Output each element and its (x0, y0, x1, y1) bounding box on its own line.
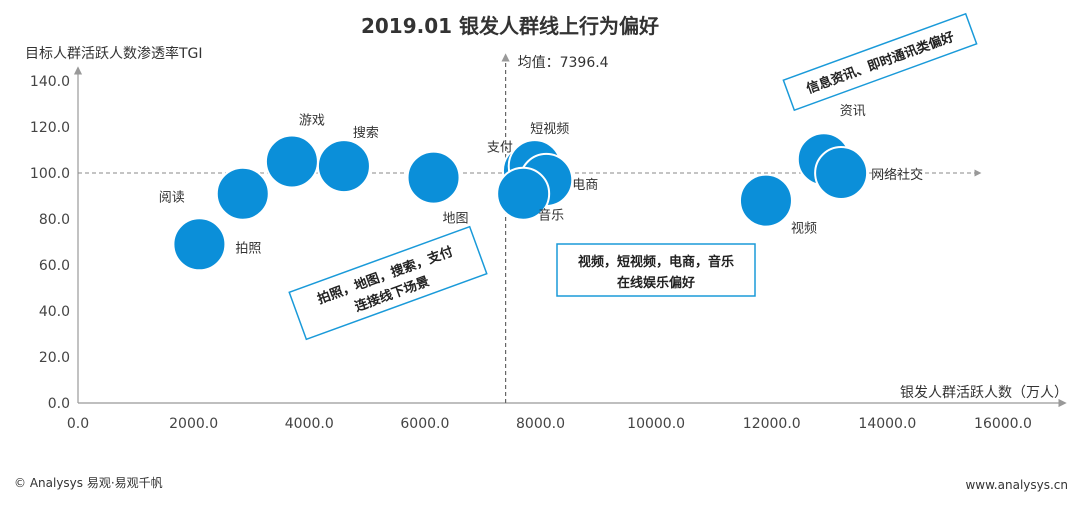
bubble-label: 资讯 (840, 104, 866, 119)
callout-entertainment-line1: 视频，短视频，电商，音乐 (578, 254, 734, 270)
bubble-point (316, 139, 371, 194)
mean-label: 均值：7396.4 (518, 55, 609, 71)
bubble-point (738, 173, 793, 228)
bubble-label: 短视频 (530, 122, 569, 137)
bubble-label: 网络社交 (871, 167, 923, 183)
bubble-label: 搜索 (353, 126, 379, 141)
bubble-label: 视频 (791, 222, 817, 237)
chart-title: 2019.01 银发人群线上行为偏好 (361, 14, 659, 38)
bubble-label: 游戏 (299, 114, 325, 129)
callout-offline: 拍照，地图，搜索，支付 连接线下场景 (288, 225, 488, 341)
x-tick-label: 0.0 (67, 416, 89, 432)
bubble-point (264, 134, 319, 189)
x-axis-label: 银发人群活跃人数（万人） (900, 385, 1068, 401)
callout-entertainment: 视频，短视频，电商，音乐 在线娱乐偏好 (556, 243, 756, 297)
footer-website: www.analysys.cn (965, 478, 1068, 492)
x-tick-label: 4000.0 (285, 416, 334, 432)
callout-entertainment-line2: 在线娱乐偏好 (617, 275, 695, 291)
callout-news: 信息资讯、即时通讯类偏好 (782, 12, 978, 112)
x-tick-label: 12000.0 (743, 416, 801, 432)
bubble-point (215, 166, 270, 221)
bubble-label: 拍照 (235, 241, 261, 256)
bubble-point (406, 150, 461, 205)
bubble-label: 电商 (572, 178, 598, 193)
y-tick-label: 40.0 (39, 304, 70, 320)
y-axis-label: 目标人群活跃人数渗透率TGI (25, 45, 203, 62)
y-tick-label: 120.0 (30, 120, 70, 136)
x-tick-label: 8000.0 (516, 416, 565, 432)
x-tick-label: 16000.0 (974, 416, 1032, 432)
x-tick-label: 14000.0 (858, 416, 916, 432)
bubble-point (814, 146, 869, 200)
callout-news-text: 信息资讯、即时通讯类偏好 (804, 29, 956, 97)
x-tick-label: 6000.0 (400, 416, 449, 432)
x-tick-label: 10000.0 (627, 416, 685, 432)
y-tick-label: 80.0 (39, 212, 70, 228)
y-tick-label: 60.0 (39, 258, 70, 274)
bubble-point (496, 166, 551, 221)
bubble-label: 地图 (443, 212, 469, 227)
y-tick-label: 20.0 (39, 350, 70, 366)
bubble-label: 支付 (487, 141, 513, 156)
bubble-label: 音乐 (538, 208, 564, 224)
bubble-point (172, 217, 227, 272)
y-tick-label: 140.0 (30, 74, 70, 90)
x-tick-label: 2000.0 (169, 416, 218, 432)
footer-copyright: © Analysys 易观·易观千帆 (14, 475, 163, 490)
y-tick-label: 0.0 (48, 396, 70, 412)
bubble-label: 阅读 (159, 191, 185, 206)
y-tick-label: 100.0 (30, 166, 70, 182)
